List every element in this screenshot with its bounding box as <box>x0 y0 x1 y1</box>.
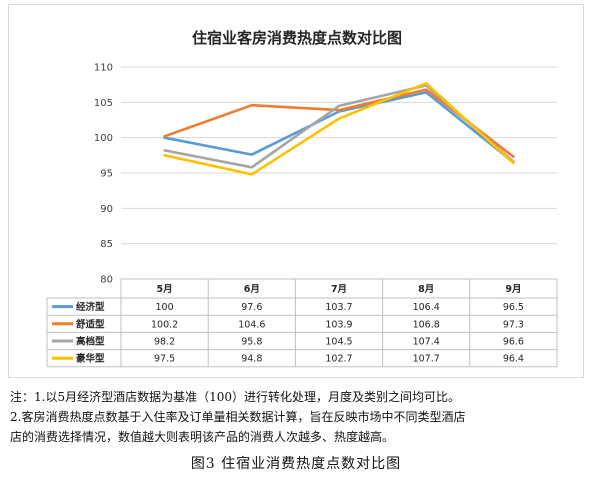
series-lines <box>163 82 515 176</box>
data-value-label: 106.4 <box>413 302 440 313</box>
data-value-label: 104.6 <box>238 319 265 330</box>
y-axis-tick-labels: 80 85 90 95 100 105 110 <box>94 63 113 286</box>
series-line <box>163 91 515 164</box>
y-tick-label: 105 <box>94 98 113 109</box>
chart-frame: 住宿业客房消费热度点数对比图 80 85 90 95 100 105 110 5月 6月 7月 8… <box>8 4 584 378</box>
data-value-label: 100.2 <box>151 319 178 330</box>
x-category-label: 8月 <box>418 284 434 295</box>
data-value-label: 96.6 <box>503 337 524 348</box>
x-category-label: 9月 <box>505 284 521 295</box>
y-tick-label: 80 <box>100 275 113 286</box>
note-line-3: 店的消费选择情况，数值越大则表明该产品的消费人次越多、热度越高。 <box>10 430 395 444</box>
data-value-label: 102.7 <box>325 354 352 365</box>
gridlines <box>121 66 557 280</box>
data-value-label: 97.3 <box>503 319 524 330</box>
series-line <box>163 84 515 169</box>
note-line-2: 2.客房消费热度点数基于入住率及订单量相关数据计算，旨在反映市场中不同类型酒店 <box>10 410 466 424</box>
data-value-label: 97.6 <box>241 302 262 313</box>
data-value-label: 107.7 <box>413 354 440 365</box>
y-tick-label: 110 <box>94 63 113 74</box>
note-line-1: 注：1.以5月经济型酒店数据为基准（100）进行转化处理，月度及类别之间均可比。 <box>10 390 460 404</box>
series-name-label: 豪华型 <box>76 353 105 365</box>
data-value-label: 106.8 <box>413 319 440 330</box>
x-category-label: 5月 <box>157 284 173 295</box>
y-tick-label: 90 <box>100 204 113 215</box>
data-value-label: 97.5 <box>154 354 175 365</box>
y-tick-label: 95 <box>100 169 113 180</box>
x-category-label: 6月 <box>244 284 260 295</box>
data-value-label: 95.8 <box>241 337 262 348</box>
data-value-label: 96.4 <box>503 354 524 365</box>
y-tick-label: 85 <box>100 239 113 250</box>
data-value-label: 96.5 <box>503 302 524 313</box>
data-value-label: 98.2 <box>154 337 175 348</box>
chart-title: 住宿业客房消费热度点数对比图 <box>192 29 402 47</box>
line-chart: 住宿业客房消费热度点数对比图 80 85 90 95 100 105 110 5月 6月 7月 8… <box>46 29 558 368</box>
figure-caption: 图3 住宿业消费热度点数对比图 <box>190 456 402 472</box>
series-line <box>163 82 515 176</box>
data-value-label: 94.8 <box>241 354 262 365</box>
chart-notes: 注：1.以5月经济型酒店数据为基准（100）进行转化处理，月度及类别之间均可比。… <box>10 387 586 447</box>
data-value-label: 103.7 <box>325 302 352 313</box>
data-value-label: 107.4 <box>413 337 440 348</box>
series-name-label: 舒适型 <box>76 318 105 330</box>
series-name-label: 经济型 <box>76 301 105 313</box>
data-value-label: 104.5 <box>325 337 352 348</box>
y-tick-label: 100 <box>94 133 113 144</box>
data-value-label: 100 <box>156 302 174 313</box>
x-category-label: 7月 <box>331 284 347 295</box>
data-value-label: 103.9 <box>325 319 352 330</box>
series-name-label: 高档型 <box>76 336 105 348</box>
